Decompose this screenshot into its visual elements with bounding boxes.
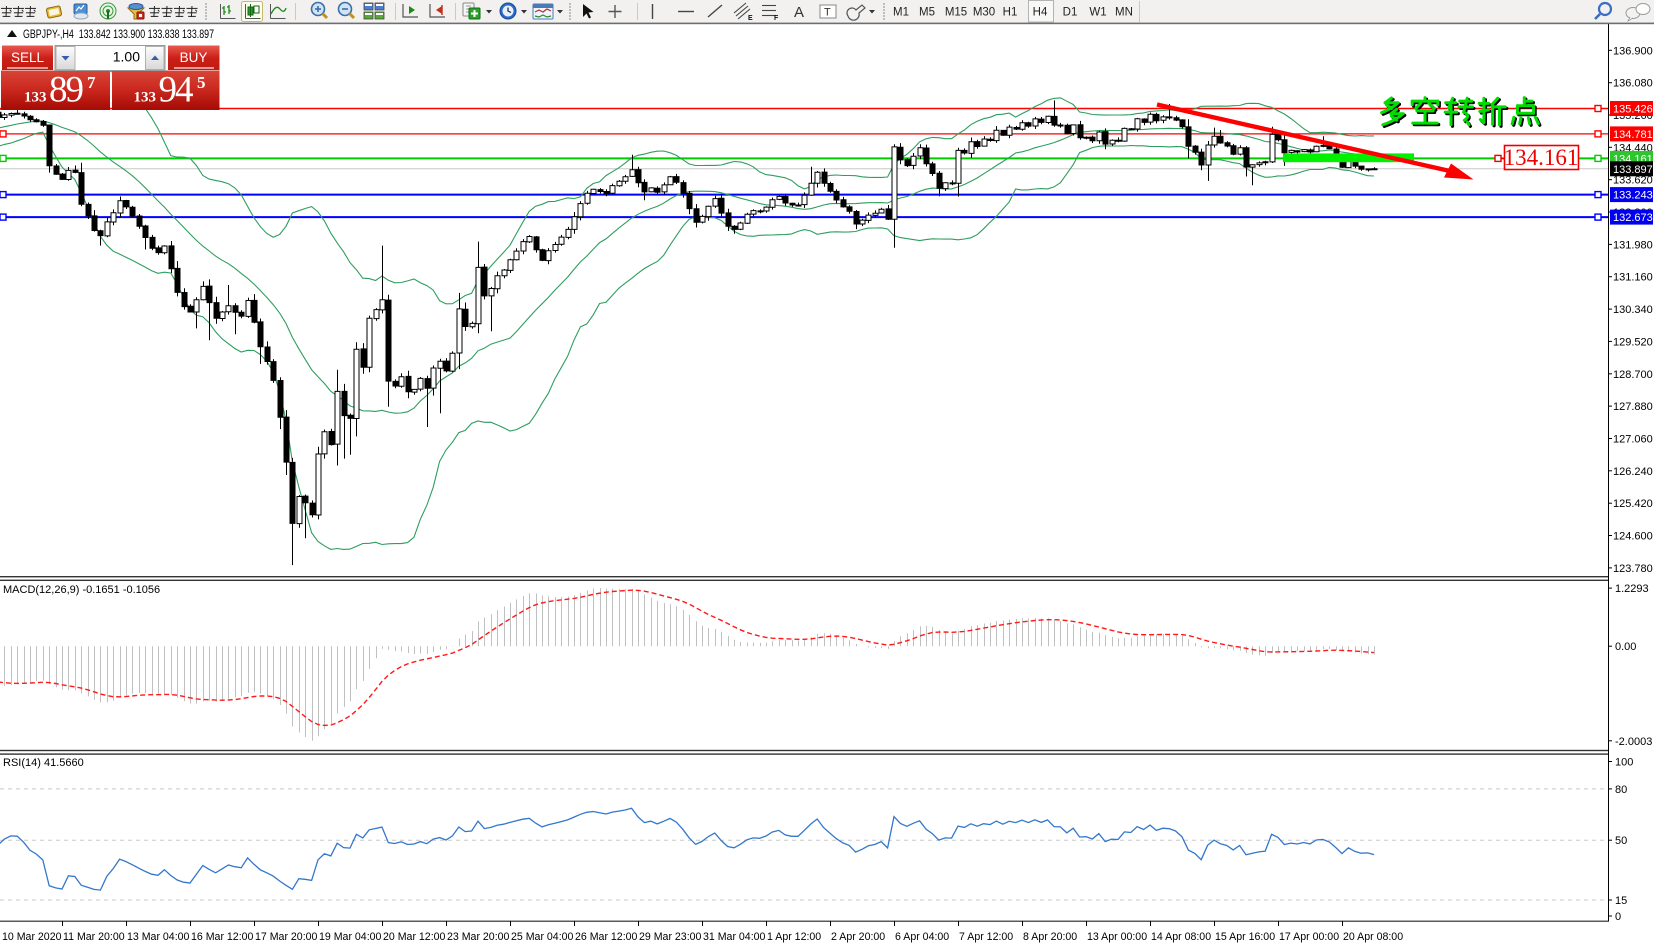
svg-text:16 Mar 12:00: 16 Mar 12:00 <box>191 931 254 943</box>
svg-text:31 Mar 04:00: 31 Mar 04:00 <box>703 931 766 943</box>
svg-text:136.900: 136.900 <box>1613 45 1653 57</box>
svg-text:133.243: 133.243 <box>1613 190 1653 202</box>
svg-text:131.160: 131.160 <box>1613 272 1653 284</box>
svg-text:6 Apr 04:00: 6 Apr 04:00 <box>895 931 949 943</box>
svg-text:H1: H1 <box>1003 7 1018 19</box>
svg-text:-2.0003: -2.0003 <box>1615 736 1652 748</box>
svg-text:H4: H4 <box>1033 7 1048 19</box>
svg-text:132.673: 132.673 <box>1613 212 1653 224</box>
svg-text:133.620: 133.620 <box>1613 175 1653 187</box>
svg-text:GBPJPY-,H4 133.842 133.900 13: GBPJPY-,H4 133.842 133.900 133.838 133.8… <box>23 29 214 41</box>
svg-text:MN: MN <box>1115 7 1133 19</box>
svg-text:13 Apr 00:00: 13 Apr 00:00 <box>1087 931 1147 943</box>
svg-text:10 Mar 2020: 10 Mar 2020 <box>2 931 62 943</box>
svg-text:8 Apr 20:00: 8 Apr 20:00 <box>1023 931 1077 943</box>
svg-text:127.880: 127.880 <box>1613 401 1653 413</box>
svg-text:29 Mar 23:00: 29 Mar 23:00 <box>639 931 702 943</box>
svg-text:7 Apr 12:00: 7 Apr 12:00 <box>959 931 1013 943</box>
svg-text:125.420: 125.420 <box>1613 498 1653 510</box>
svg-text:M15: M15 <box>945 7 967 19</box>
svg-text:136.080: 136.080 <box>1613 78 1653 90</box>
svg-text:M5: M5 <box>919 7 935 19</box>
svg-text:7: 7 <box>87 73 96 92</box>
svg-text:0: 0 <box>1615 911 1621 923</box>
svg-text:M30: M30 <box>973 7 995 19</box>
svg-text:W1: W1 <box>1089 7 1106 19</box>
svg-text:123.780: 123.780 <box>1613 563 1653 575</box>
svg-text:23 Mar 20:00: 23 Mar 20:00 <box>447 931 510 943</box>
svg-text:14 Apr 08:00: 14 Apr 08:00 <box>1151 931 1211 943</box>
svg-text:BUY: BUY <box>180 50 208 65</box>
svg-text:135.426: 135.426 <box>1613 104 1653 116</box>
svg-text:1.00: 1.00 <box>113 49 140 65</box>
svg-text:SELL: SELL <box>11 50 45 65</box>
svg-text:130.340: 130.340 <box>1613 304 1653 316</box>
svg-text:17 Mar 20:00: 17 Mar 20:00 <box>255 931 318 943</box>
svg-text:19 Mar 04:00: 19 Mar 04:00 <box>319 931 382 943</box>
svg-text:A: A <box>794 4 804 21</box>
svg-text:128.700: 128.700 <box>1613 369 1653 381</box>
svg-text:E: E <box>748 15 753 22</box>
svg-text:133: 133 <box>134 90 157 106</box>
svg-text:134.161: 134.161 <box>1504 145 1579 170</box>
svg-text:127.060: 127.060 <box>1613 434 1653 446</box>
svg-text:89: 89 <box>49 70 84 111</box>
svg-text:M1: M1 <box>893 7 909 19</box>
svg-text:131.980: 131.980 <box>1613 239 1653 251</box>
svg-text:MACD(12,26,9) -0.1651 -0.1056: MACD(12,26,9) -0.1651 -0.1056 <box>3 584 160 596</box>
svg-text:134.781: 134.781 <box>1613 129 1653 141</box>
svg-text:2 Apr 20:00: 2 Apr 20:00 <box>831 931 885 943</box>
svg-text:11 Mar 20:00: 11 Mar 20:00 <box>63 931 125 943</box>
svg-text:1.2293: 1.2293 <box>1615 583 1649 595</box>
svg-text:RSI(14) 41.5660: RSI(14) 41.5660 <box>3 757 84 769</box>
svg-text:129.520: 129.520 <box>1613 336 1653 348</box>
svg-text:100: 100 <box>1615 757 1633 769</box>
svg-text:25 Mar 04:00: 25 Mar 04:00 <box>511 931 574 943</box>
svg-text:126.240: 126.240 <box>1613 466 1653 478</box>
svg-text:D1: D1 <box>1063 7 1078 19</box>
svg-text:0.00: 0.00 <box>1615 641 1636 653</box>
svg-text:133.897: 133.897 <box>1613 164 1653 176</box>
svg-text:T: T <box>824 7 831 19</box>
svg-text:15: 15 <box>1615 895 1627 907</box>
svg-text:124.600: 124.600 <box>1613 531 1653 543</box>
svg-text:1 Apr 12:00: 1 Apr 12:00 <box>767 931 821 943</box>
svg-text:94: 94 <box>159 70 194 111</box>
svg-text:15 Apr 16:00: 15 Apr 16:00 <box>1215 931 1275 943</box>
svg-text:20 Mar 12:00: 20 Mar 12:00 <box>383 931 446 943</box>
svg-text:5: 5 <box>197 73 206 92</box>
svg-text:17 Apr 00:00: 17 Apr 00:00 <box>1279 931 1339 943</box>
svg-text:13 Mar 04:00: 13 Mar 04:00 <box>127 931 190 943</box>
svg-text:133: 133 <box>24 90 47 106</box>
svg-text:F: F <box>774 15 779 22</box>
svg-text:50: 50 <box>1615 835 1627 847</box>
svg-text:20 Apr 08:00: 20 Apr 08:00 <box>1343 931 1403 943</box>
svg-text:26 Mar 12:00: 26 Mar 12:00 <box>575 931 638 943</box>
svg-text:80: 80 <box>1615 784 1627 796</box>
